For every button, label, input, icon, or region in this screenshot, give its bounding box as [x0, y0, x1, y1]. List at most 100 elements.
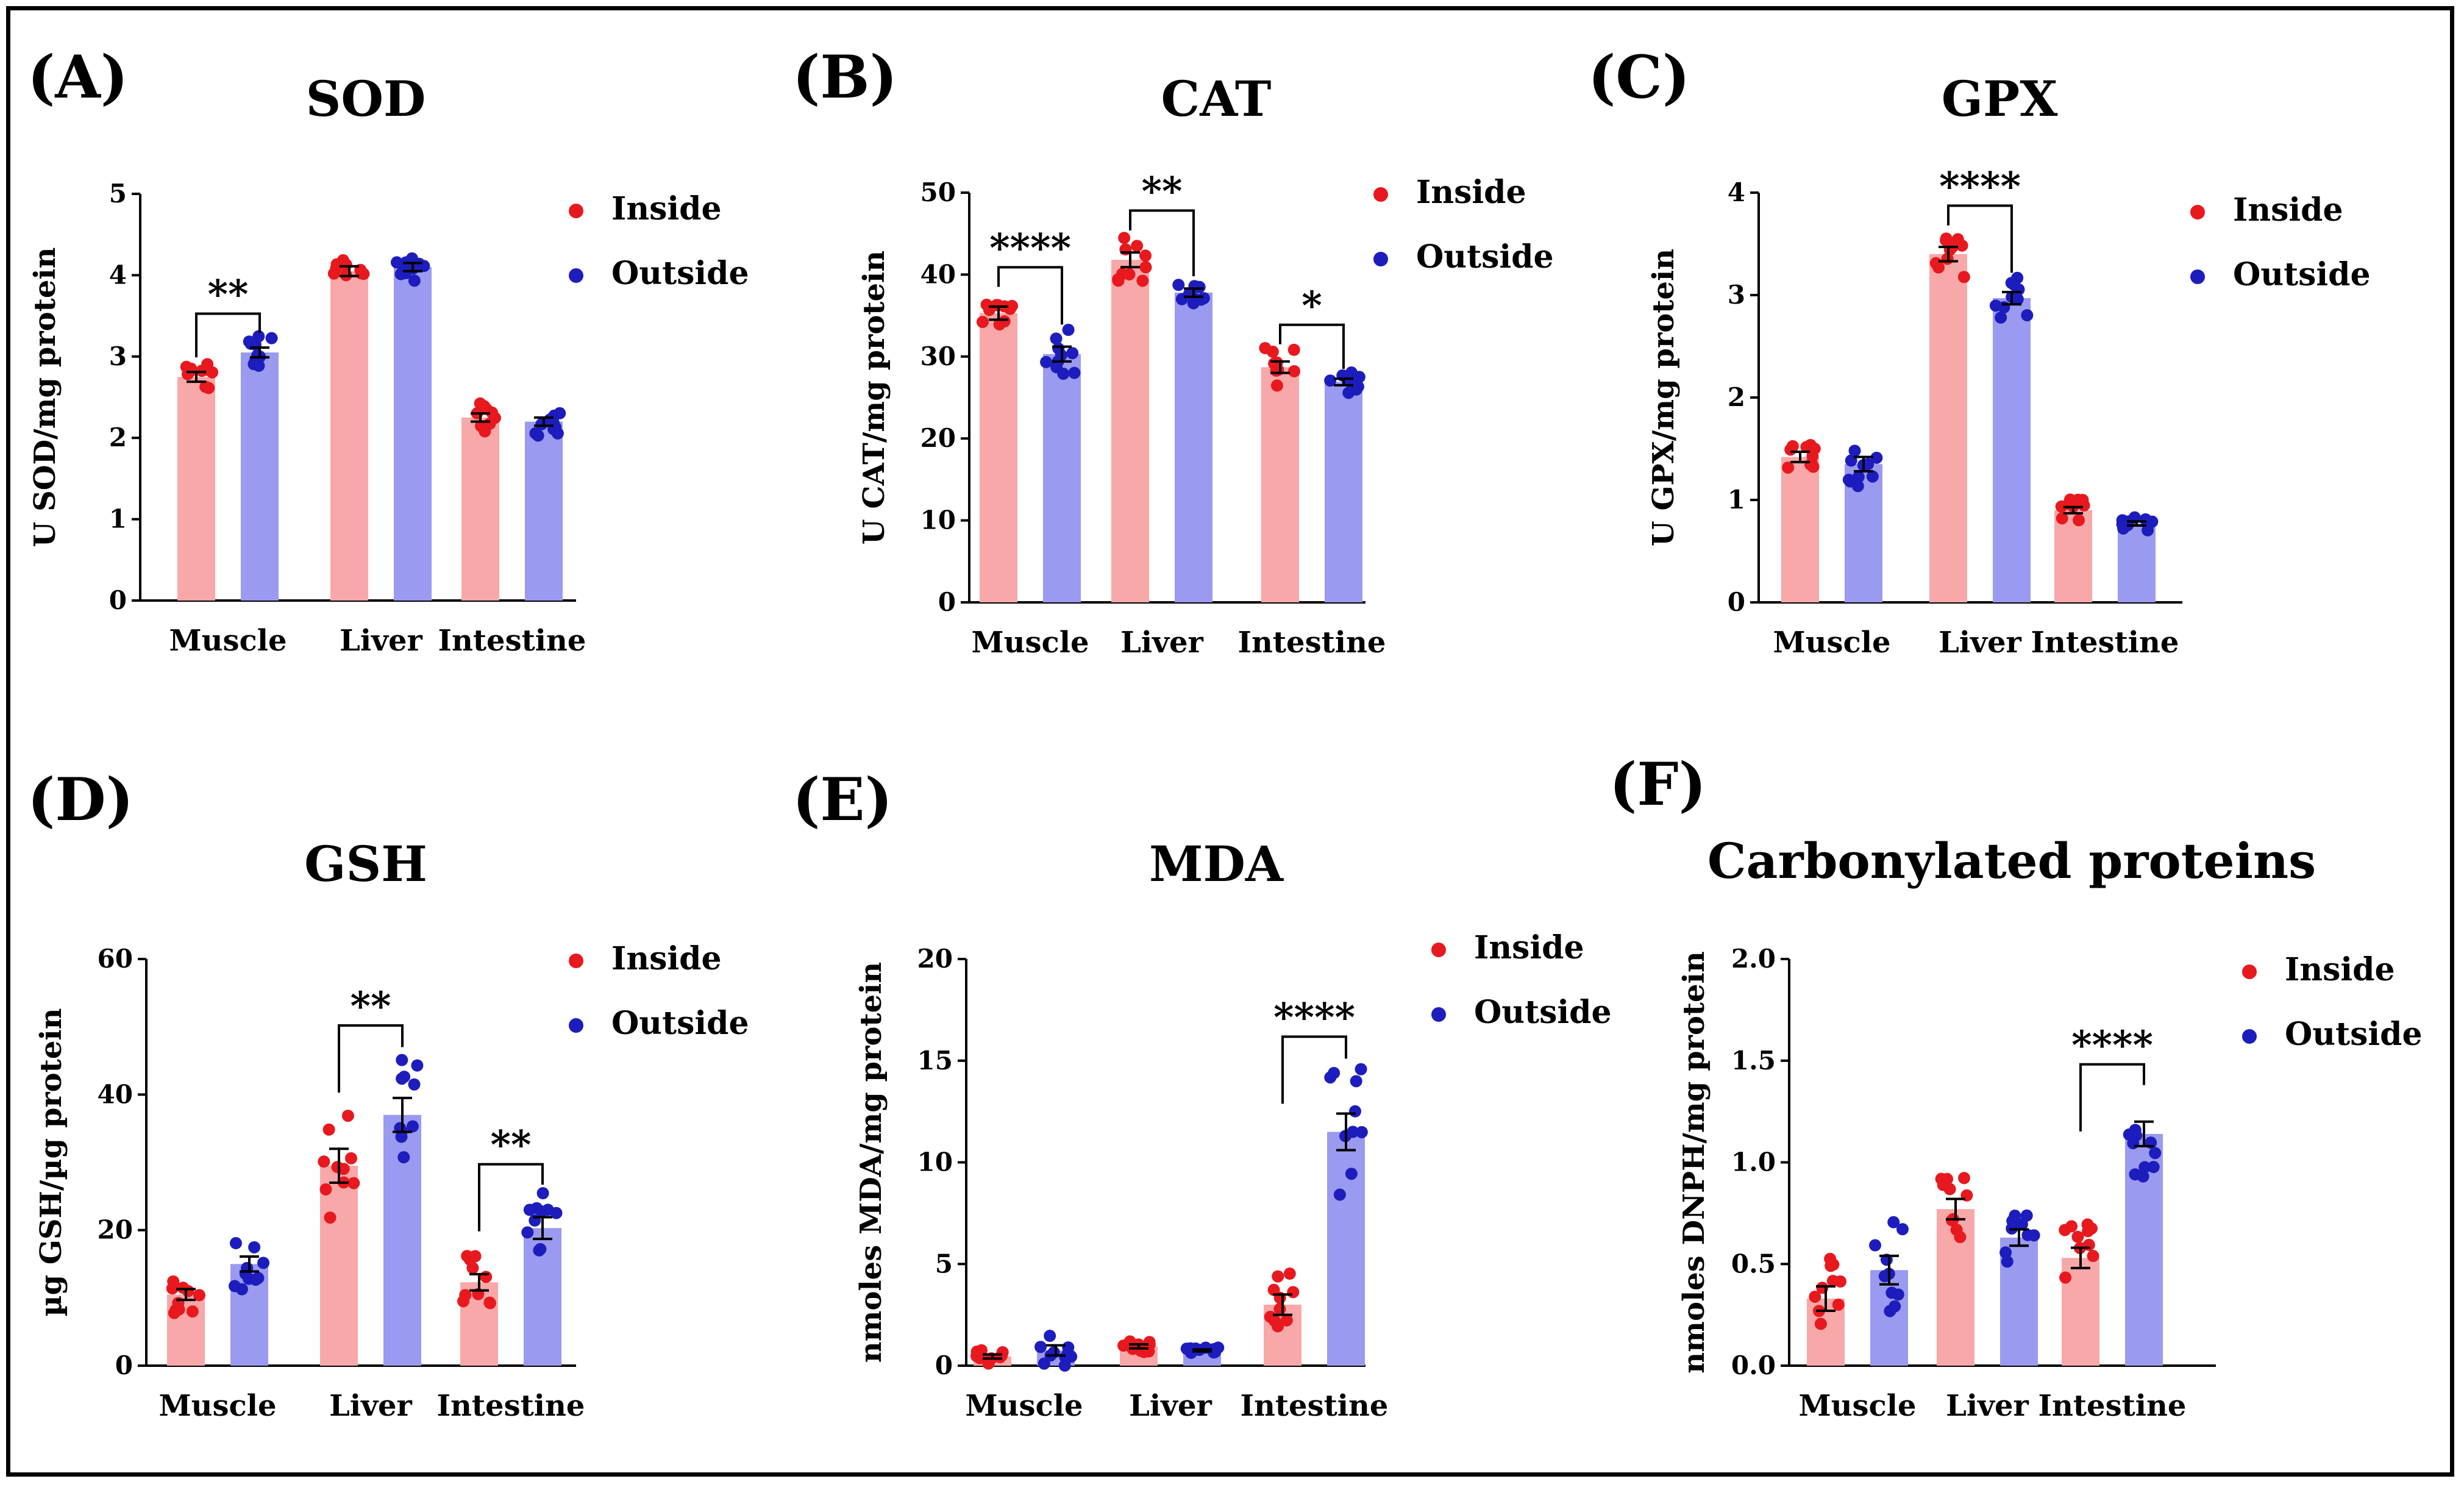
panel-label: (A)	[27, 43, 128, 112]
data-point-outside	[411, 1059, 424, 1072]
bar-inside-intestine	[2054, 510, 2092, 602]
panel-label: (D)	[27, 765, 134, 834]
y-tick-label: 2.0	[1731, 944, 1776, 974]
data-point-outside	[406, 1120, 419, 1133]
y-tick-label: 20	[917, 944, 953, 974]
data-point-outside	[532, 429, 544, 442]
y-tick-label: 40	[920, 259, 956, 289]
data-point-outside	[1034, 1341, 1047, 1353]
data-point-outside	[398, 1071, 411, 1083]
data-point-outside	[1896, 1223, 1909, 1236]
y-axis-label: µg GSH/µg protein	[34, 1008, 68, 1316]
data-point-outside	[550, 1207, 563, 1219]
x-category-label: Muscle	[1798, 1389, 1916, 1423]
bar-outside-liver	[1993, 298, 2031, 602]
data-point-outside	[1040, 355, 1053, 368]
data-point-outside	[2008, 279, 2021, 291]
data-point-outside	[397, 1151, 410, 1164]
data-point-outside	[1842, 473, 1855, 486]
bar-outside-intestine	[1327, 1132, 1365, 1366]
data-point-outside	[1333, 1188, 1346, 1201]
x-category-label: Muscle	[1773, 626, 1890, 660]
x-category-label: Intestine	[1238, 626, 1386, 660]
data-point-outside	[1995, 311, 2007, 324]
significance-bracket	[195, 312, 261, 358]
data-point-outside	[521, 1226, 534, 1239]
y-tick-label: 2	[109, 423, 127, 452]
significance-bracket	[1947, 204, 2013, 273]
significance-label: **	[208, 272, 249, 318]
legend-outside-label: Outside	[611, 255, 749, 292]
data-point-outside	[1342, 387, 1355, 399]
significance-label: ****	[989, 225, 1071, 271]
data-point-inside	[486, 406, 499, 419]
legend-outside-label: Outside	[2285, 1016, 2423, 1053]
data-point-outside	[229, 1237, 242, 1250]
data-point-inside	[1932, 261, 1945, 274]
y-tick-label: 20	[98, 1215, 133, 1245]
panel-label: (F)	[1609, 750, 1706, 819]
panel-c: (C) GPX 0 1 2 3 4 U GPX/mg protein Muscle Liver In…	[1588, 43, 2371, 660]
legend-inside-marker	[1373, 187, 1388, 202]
data-point-outside	[1885, 1286, 1898, 1299]
panel-label: (B)	[792, 43, 897, 112]
data-point-outside	[2129, 1168, 2142, 1181]
y-axis-label: nmoles MDA/mg protein	[854, 962, 888, 1363]
significance-label: ****	[1273, 994, 1355, 1040]
bar-inside-muscle	[980, 313, 1017, 602]
data-point-inside	[483, 1296, 496, 1309]
data-point-inside	[322, 1123, 335, 1136]
data-point-inside	[167, 1275, 180, 1288]
data-point-outside	[1057, 368, 1070, 380]
data-point-inside	[193, 1289, 205, 1302]
panel-label: (E)	[792, 765, 892, 834]
panel-a: (A) SOD 0 1 2 3 4 5 U SOD/mg protein Muscle Liver I…	[27, 43, 749, 658]
x-category-label: Liver	[1120, 626, 1203, 660]
data-point-outside	[408, 1078, 421, 1091]
data-point-outside	[1989, 299, 2002, 312]
data-point-outside	[1212, 1341, 1225, 1354]
data-point-inside	[1283, 1268, 1296, 1280]
x-category-label: Muscle	[971, 626, 1089, 660]
legend-inside-label: Inside	[611, 190, 722, 227]
chart-title: Carbonylated proteins	[1707, 832, 2316, 890]
x-category-label: Muscle	[965, 1389, 1083, 1423]
data-point-inside	[976, 316, 989, 329]
y-tick-label: 50	[920, 177, 956, 207]
data-point-outside	[1884, 1305, 1896, 1318]
x-category-label: Liver	[329, 1389, 412, 1423]
legend-inside-label: Inside	[2285, 951, 2395, 988]
x-category-label: Muscle	[158, 1389, 276, 1423]
data-point-outside	[1852, 471, 1865, 483]
data-point-inside	[1782, 461, 1795, 474]
legend-inside-marker	[2242, 965, 2257, 979]
panel-d: (D) GSH 0 20 40 60 µg GSH/µg protein Muscle Live…	[27, 765, 749, 1423]
y-tick-label: 1	[109, 504, 127, 534]
bar-inside-intestine	[1261, 367, 1299, 602]
y-axis-label: U GPX/mg protein	[1647, 249, 1681, 546]
legend-outside-marker	[2242, 1029, 2257, 1044]
data-point-inside	[337, 1163, 350, 1175]
data-point-outside	[1062, 324, 1075, 337]
data-point-inside	[1957, 271, 1970, 283]
panel-e: (E) MDA 0 5 10 15 20 nmoles MDA/mg protein Muscl…	[792, 765, 1612, 1423]
data-point-outside	[2149, 1147, 2162, 1160]
figure-frame	[6, 6, 2454, 1477]
data-point-inside	[476, 420, 489, 433]
significance-bracket	[997, 266, 1063, 325]
data-point-inside	[469, 1250, 482, 1263]
significance-label: **	[491, 1122, 532, 1168]
data-point-inside	[1118, 232, 1131, 244]
data-point-outside	[1878, 1270, 1891, 1283]
bar-outside-intestine	[525, 421, 563, 601]
y-axis-label: U SOD/mg protein	[28, 248, 62, 547]
chart-title: GPX	[1942, 70, 2058, 127]
y-tick-label: 10	[920, 505, 956, 535]
data-point-inside	[2063, 493, 2076, 506]
data-point-inside	[1958, 1172, 1971, 1185]
data-point-inside	[319, 1183, 332, 1196]
data-point-inside	[1259, 341, 1272, 354]
data-point-inside	[2059, 1224, 2071, 1236]
data-point-inside	[1139, 261, 1152, 274]
data-point-inside	[1814, 1318, 1827, 1330]
